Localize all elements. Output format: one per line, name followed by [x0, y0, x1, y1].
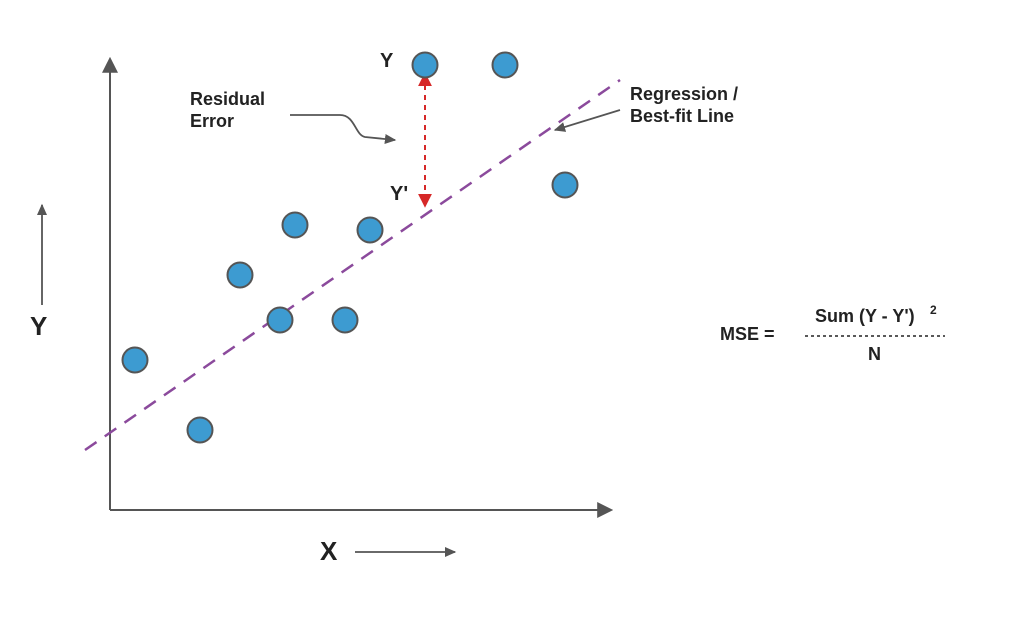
mse-formula: MSE = Sum (Y - Y') 2 N — [720, 303, 945, 364]
formula-exponent: 2 — [930, 303, 937, 317]
x-axis-label: X — [320, 536, 338, 566]
bestfit-arrow — [555, 110, 620, 130]
formula-lhs: MSE = — [720, 324, 775, 344]
y-axis-label: Y — [30, 311, 47, 341]
residual-error-arrow — [290, 115, 395, 140]
data-point — [123, 348, 148, 373]
formula-denominator: N — [868, 344, 881, 364]
x-axis-label-group: X — [320, 536, 455, 566]
data-point — [333, 308, 358, 333]
regression-line — [85, 80, 620, 450]
data-point — [413, 53, 438, 78]
data-point — [553, 173, 578, 198]
data-point — [283, 213, 308, 238]
axes — [110, 60, 610, 510]
residual-error-label-1: Residual — [190, 89, 265, 109]
data-point — [358, 218, 383, 243]
formula-numerator: Sum (Y - Y') — [815, 306, 915, 326]
label-Y: Y — [380, 50, 394, 72]
data-point — [493, 53, 518, 78]
bestfit-label-2: Best-fit Line — [630, 106, 734, 126]
residual-error-label-2: Error — [190, 111, 234, 131]
label-Y-prime: Y' — [390, 183, 408, 205]
data-point — [268, 308, 293, 333]
data-point — [188, 418, 213, 443]
y-axis-label-group: Y — [30, 205, 47, 341]
data-point — [228, 263, 253, 288]
annotation-residual-error: Residual Error — [190, 89, 395, 140]
bestfit-label-1: Regression / — [630, 84, 738, 104]
